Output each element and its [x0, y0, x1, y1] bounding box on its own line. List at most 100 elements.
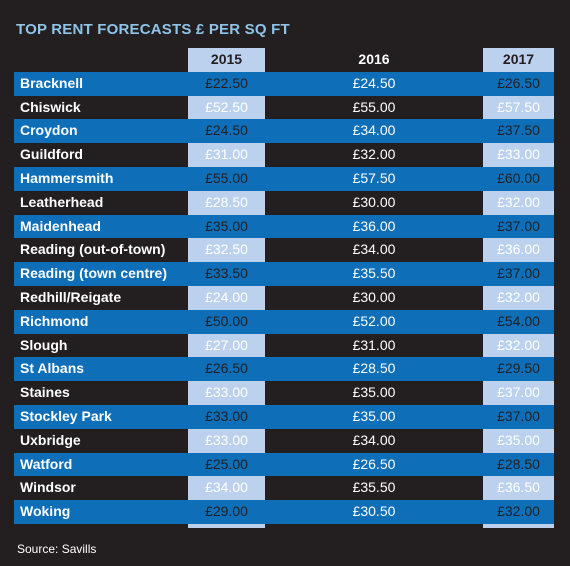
value-cell-2017: £29.50	[497, 360, 540, 377]
row-location-label: Uxbridge	[20, 431, 81, 448]
row-location-label: Reading (town centre)	[20, 265, 168, 282]
table-title: TOP RENT FORECASTS £ PER SQ FT	[16, 21, 290, 38]
value-cell-2017: £35.00	[497, 431, 540, 448]
value-cell-2017: £36.50	[497, 479, 540, 496]
row-location-label: Leatherhead	[20, 193, 104, 210]
value-cell-2017: £28.50	[497, 455, 540, 472]
table-header-row: 2015 2016 2017	[14, 48, 554, 72]
value-cell-2016: £26.50	[352, 455, 396, 472]
value-cell-2016: £36.00	[352, 217, 396, 234]
value-cell-2015: £25.00	[205, 455, 248, 472]
value-cell-2017: £54.00	[497, 312, 540, 329]
rent-forecast-table: 2015 2016 2017 Bracknell £22.50 £24.50 £26.…	[14, 48, 554, 528]
table-row: Hammersmith £55.00 £57.50 £60.00	[14, 166, 554, 191]
table-row: Redhill/Reigate £24.00 £30.00 £32.00	[14, 286, 554, 310]
row-location-label: Richmond	[20, 312, 89, 329]
value-cell-2015: £22.50	[205, 74, 248, 91]
row-location-label: Reading (out-of-town)	[20, 241, 166, 258]
row-location-label: Woking	[20, 503, 71, 520]
value-cell-2016: £30.00	[352, 193, 396, 210]
value-cell-2017: £26.50	[497, 74, 540, 91]
value-cell-2016: £35.50	[352, 479, 396, 496]
table-row: Watford £25.00 £26.50 £28.50	[14, 452, 554, 477]
value-cell-2016: £31.00	[352, 336, 396, 353]
table-row: Bracknell £22.50 £24.50 £26.50	[14, 71, 554, 96]
value-cell-2015: £31.00	[205, 146, 248, 163]
table-row: Richmond £50.00 £52.00 £54.00	[14, 309, 554, 334]
row-location-label: Redhill/Reigate	[20, 288, 122, 305]
table-row: Slough £27.00 £31.00 £32.00	[14, 334, 554, 358]
value-cell-2015: £33.00	[205, 384, 248, 401]
table-row: Croydon £24.50 £34.00 £37.50	[14, 119, 554, 144]
table-row: Staines £33.00 £35.00 £37.00	[14, 381, 554, 405]
row-location-label: Guildford	[20, 146, 83, 163]
value-cell-2015: £35.00	[205, 217, 248, 234]
value-cell-2017: £37.00	[497, 407, 540, 424]
value-cell-2016: £30.00	[352, 288, 396, 305]
value-cell-2017: £32.00	[497, 193, 540, 210]
value-cell-2017: £60.00	[497, 169, 540, 186]
value-cell-2016: £34.00	[352, 431, 396, 448]
value-cell-2015: £26.50	[205, 360, 248, 377]
row-location-label: Watford	[20, 455, 73, 472]
value-cell-2015: £28.50	[205, 193, 248, 210]
column-header-2017: 2017	[502, 51, 535, 67]
source-note: Source: Savills	[17, 542, 97, 556]
value-cell-2017: £37.00	[497, 384, 540, 401]
value-cell-2016: £24.50	[352, 74, 396, 91]
table-row: Guildford £31.00 £32.00 £33.00	[14, 143, 554, 167]
row-location-label: Maidenhead	[20, 217, 101, 234]
value-cell-2015: £29.00	[205, 503, 248, 520]
value-cell-2016: £52.00	[352, 312, 396, 329]
row-location-label: Stockley Park	[20, 407, 112, 424]
value-cell-2015: £24.00	[205, 288, 248, 305]
value-cell-2017: £37.00	[497, 217, 540, 234]
value-cell-2015: £52.50	[205, 98, 248, 115]
row-location-label: Hammersmith	[20, 169, 114, 186]
table-row: Chiswick £52.50 £55.00 £57.50	[14, 96, 554, 120]
value-cell-2016: £35.00	[352, 384, 396, 401]
value-cell-2016: £35.50	[352, 265, 396, 282]
value-cell-2017: £37.50	[497, 122, 540, 139]
value-cell-2016: £30.50	[352, 503, 396, 520]
table-row: Maidenhead £35.00 £36.00 £37.00	[14, 214, 554, 239]
value-cell-2015: £55.00	[205, 169, 248, 186]
value-cell-2015: £33.00	[205, 431, 248, 448]
value-cell-2015: £33.00	[205, 407, 248, 424]
value-cell-2015: £33.50	[205, 265, 248, 282]
value-cell-2017: £36.00	[497, 241, 540, 258]
value-cell-2016: £34.00	[352, 241, 396, 258]
table-row: Stockley Park £33.00 £35.00 £37.00	[14, 404, 554, 429]
column-header-2016: 2016	[358, 51, 390, 67]
row-location-label: Windsor	[20, 479, 76, 496]
value-cell-2017: £32.00	[497, 503, 540, 520]
row-location-label: Slough	[20, 336, 68, 353]
table-row: Woking £29.00 £30.50 £32.00	[14, 500, 554, 524]
value-cell-2017: £32.00	[497, 288, 540, 305]
value-cell-2015: £50.00	[205, 312, 248, 329]
table-row: Reading (out-of-town) £32.50 £34.00 £36.00	[14, 238, 554, 262]
column-header-2015: 2015	[210, 51, 243, 67]
value-cell-2017: £37.00	[497, 265, 540, 282]
row-location-label: St Albans	[20, 360, 85, 377]
row-location-label: Croydon	[20, 122, 78, 139]
row-location-label: Chiswick	[20, 98, 81, 115]
row-location-label: Bracknell	[20, 74, 84, 91]
table-row: Windsor £34.00 £35.50 £36.50	[14, 476, 554, 500]
value-cell-2016: £28.50	[352, 360, 396, 377]
value-cell-2017: £32.00	[497, 336, 540, 353]
table-body: 2015 2016 2017 Bracknell £22.50 £24.50 £26.…	[14, 48, 554, 524]
value-cell-2015: £32.50	[205, 241, 248, 258]
value-cell-2016: £34.00	[352, 122, 396, 139]
row-location-label: Staines	[20, 384, 70, 401]
value-cell-2016: £35.00	[352, 407, 396, 424]
table-row: Reading (town centre) £33.50 £35.50 £37.00	[14, 262, 554, 286]
value-cell-2015: £34.00	[205, 479, 248, 496]
value-cell-2017: £57.50	[497, 98, 540, 115]
value-cell-2015: £27.00	[205, 336, 248, 353]
value-cell-2015: £24.50	[205, 122, 248, 139]
value-cell-2016: £55.00	[352, 98, 396, 115]
value-cell-2017: £33.00	[497, 146, 540, 163]
value-cell-2016: £32.00	[352, 146, 396, 163]
table-row: Uxbridge £33.00 £34.00 £35.00	[14, 429, 554, 453]
